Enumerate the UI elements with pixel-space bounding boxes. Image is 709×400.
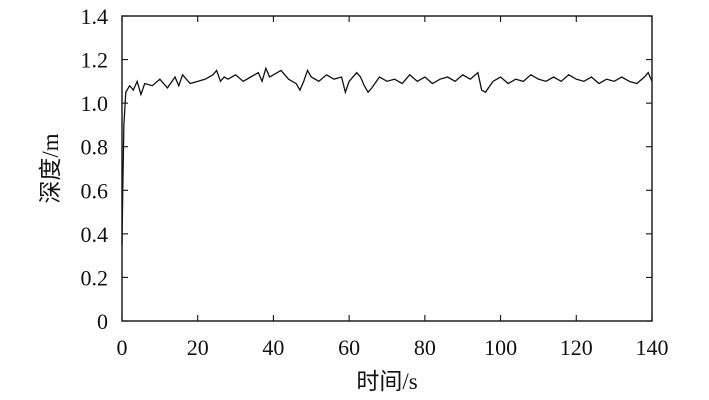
x-tick-label: 100 (484, 335, 517, 360)
y-tick-label: 1.4 (81, 4, 109, 29)
y-tick-label: 0.4 (81, 222, 109, 247)
y-tick-label: 0 (97, 309, 108, 334)
y-tick-label: 0.8 (81, 135, 109, 160)
y-tick-label: 1.2 (81, 48, 109, 73)
y-tick-label: 0.2 (81, 265, 109, 290)
y-tick-label: 0.6 (81, 178, 109, 203)
series-line (121, 66, 653, 245)
x-tick-label: 0 (117, 335, 128, 360)
y-axis-label: 深度/m (38, 133, 63, 203)
x-tick-label: 80 (414, 335, 436, 360)
ticks-layer: 0 20 40 60 80 100 120 140 0 0.2 0.4 0.6 0.8 1.0 1.2 1.4 (81, 4, 669, 360)
x-tick-label: 60 (338, 335, 360, 360)
plot-area (121, 15, 653, 322)
x-tick-label: 120 (560, 335, 593, 360)
x-axis-label: 时间/s (356, 369, 417, 394)
x-tick-label: 140 (636, 335, 669, 360)
y-tick-label: 1.0 (81, 91, 109, 116)
x-tick-label: 40 (262, 335, 284, 360)
x-tick-label: 20 (187, 335, 209, 360)
